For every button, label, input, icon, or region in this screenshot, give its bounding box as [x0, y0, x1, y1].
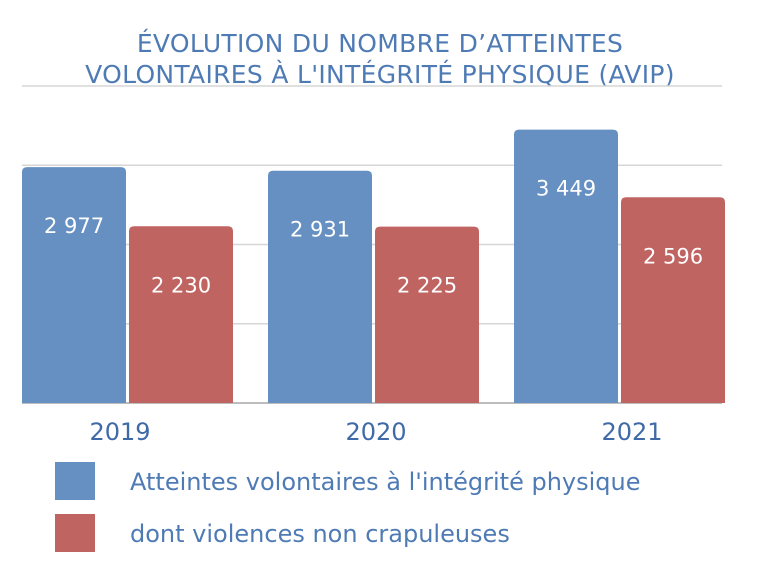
bar-avip-2020 [268, 170, 372, 403]
legend-swatch [55, 462, 95, 500]
legend-label: dont violences non crapuleuses [130, 520, 510, 548]
bar-avip-2021 [514, 129, 618, 403]
legend: Atteintes volontaires à l'intégrité phys… [55, 462, 641, 552]
chart-title-line-1: ÉVOLUTION DU NOMBRE D’ATTEINTES [137, 29, 623, 58]
legend-swatch [55, 514, 95, 552]
data-label: 2 931 [290, 218, 350, 242]
x-axis-ticks: 2019 2020 2021 [89, 418, 662, 446]
bar-avip-2019 [22, 167, 126, 403]
data-label: 3 449 [536, 177, 596, 201]
bars: 2 977 2 230 2 931 2 225 3 449 2 596 [22, 129, 725, 403]
legend-label: Atteintes volontaires à l'intégrité phys… [130, 468, 641, 496]
x-tick-label: 2021 [601, 418, 662, 446]
bar-violences-2020 [375, 226, 479, 403]
data-label: 2 230 [151, 273, 211, 297]
data-label: 2 225 [397, 274, 457, 298]
data-label: 2 977 [44, 214, 104, 238]
bar-violences-2021 [621, 197, 725, 403]
data-label: 2 596 [643, 244, 703, 268]
x-tick-label: 2020 [345, 418, 406, 446]
chart-title-line-2: VOLONTAIRES À L'INTÉGRITÉ PHYSIQUE (AVIP… [85, 60, 675, 89]
bar-violences-2019 [129, 226, 233, 403]
x-tick-label: 2019 [89, 418, 150, 446]
